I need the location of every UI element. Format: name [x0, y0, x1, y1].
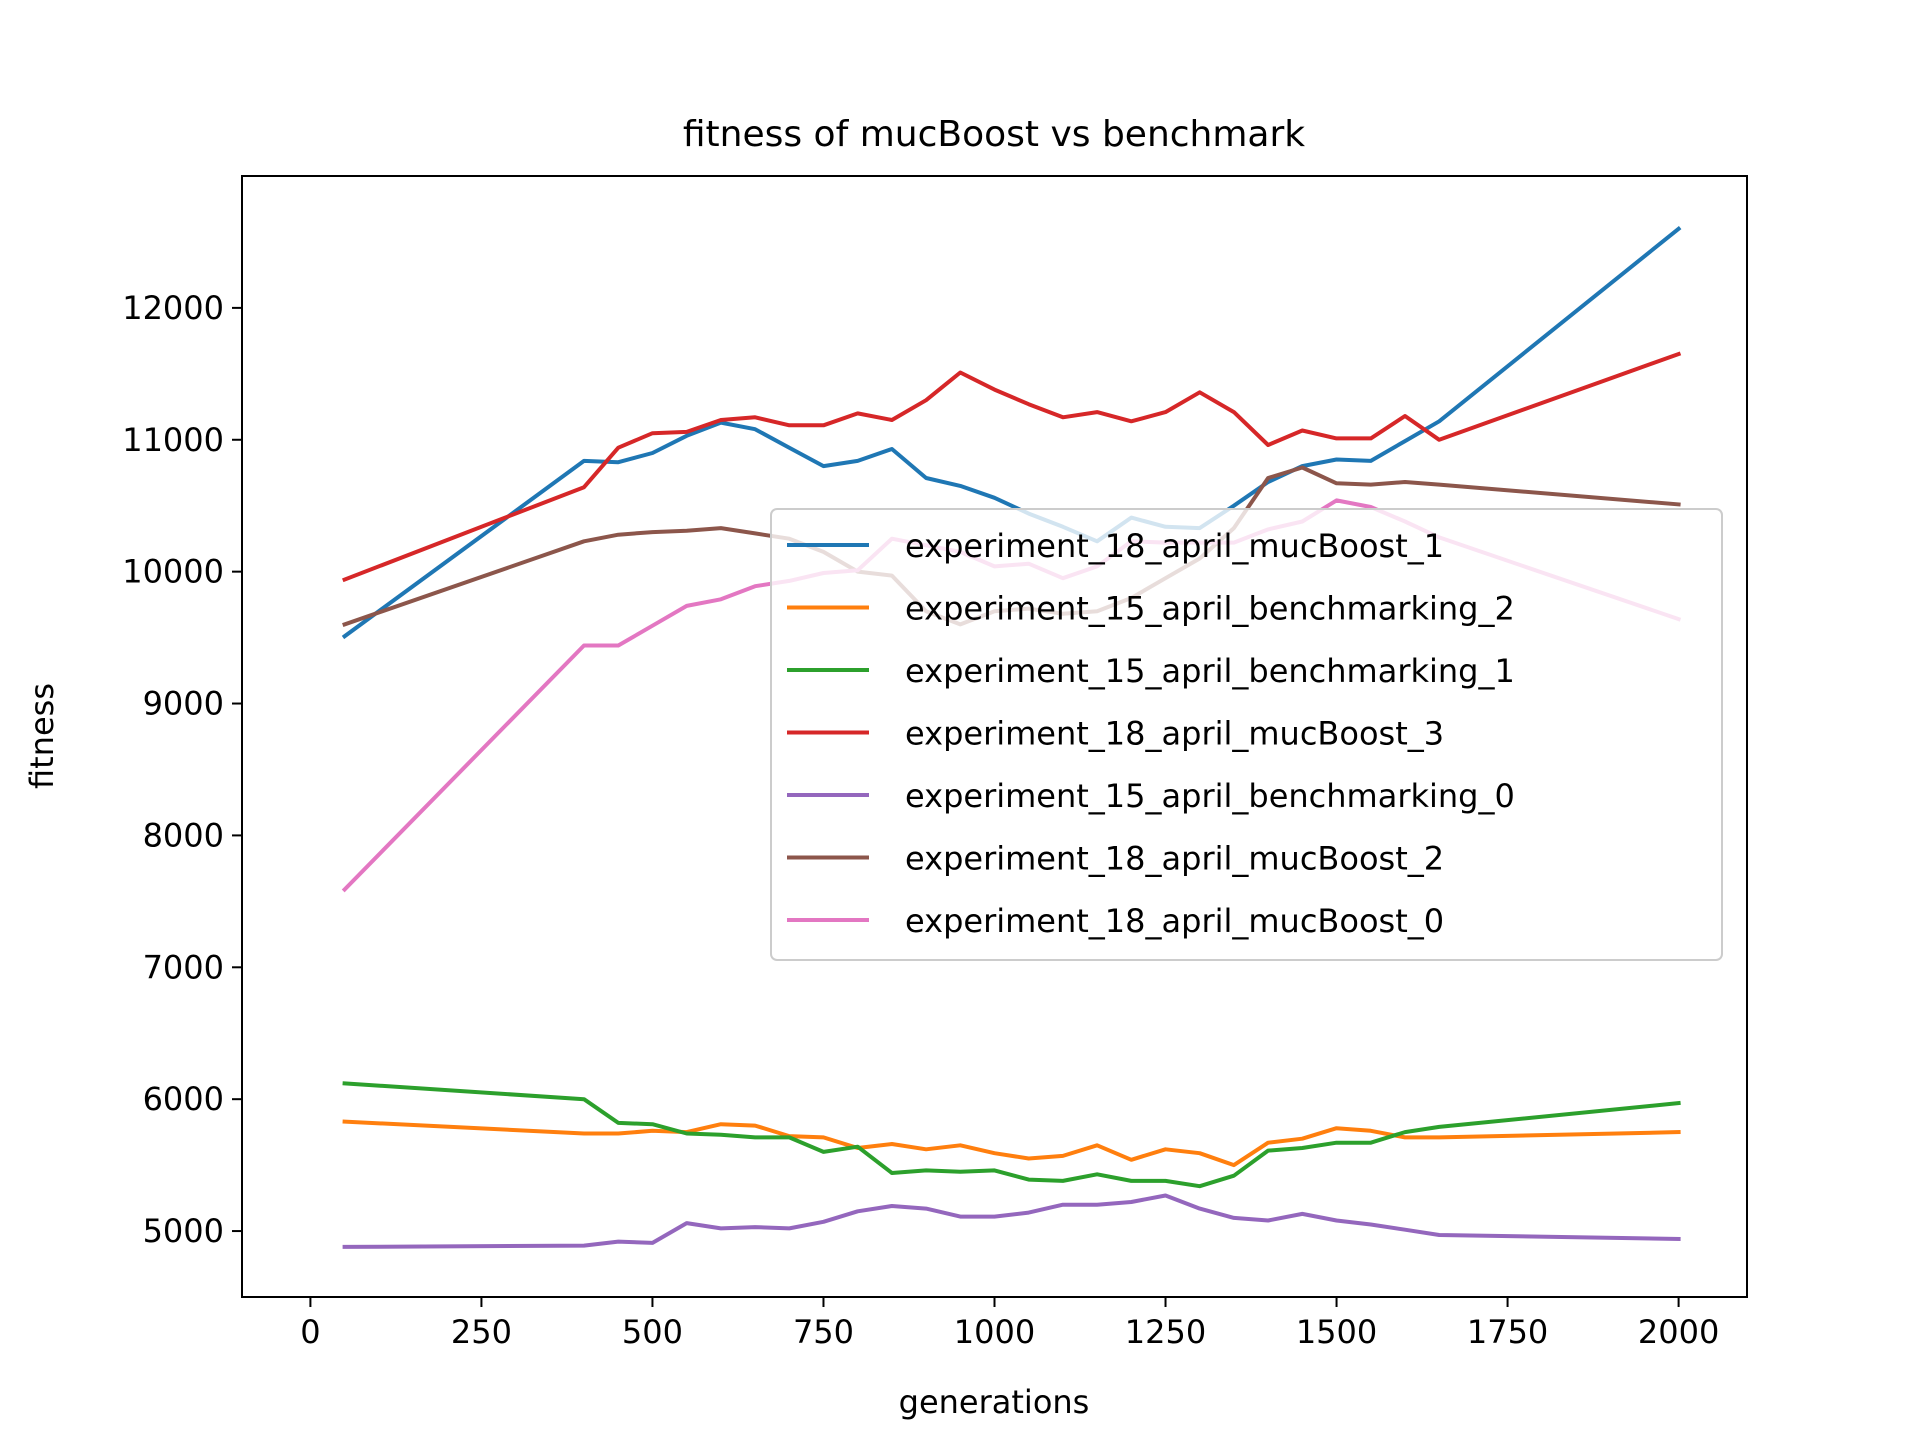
y-tick-label: 12000 [122, 289, 224, 327]
series-line-4 [342, 1193, 1681, 1249]
series-line-3 [342, 351, 1682, 583]
x-tick-label: 0 [300, 1313, 320, 1351]
x-tick-label: 1750 [1467, 1313, 1548, 1351]
legend: experiment_18_april_mucBoost_1 experiment… [770, 508, 1723, 961]
x-axis: 0 250 500 750 1000 1250 1500 1750 2000 [300, 1297, 1719, 1351]
y-tick-label: 9000 [143, 685, 224, 723]
x-tick-label: 1500 [1296, 1313, 1377, 1351]
x-tick-label: 750 [793, 1313, 854, 1351]
y-tick-label: 8000 [143, 816, 224, 854]
y-axis-label: fitness [23, 683, 61, 789]
chart-title: fitness of mucBoost vs benchmark [683, 114, 1305, 155]
legend-label-1: experiment_15_april_benchmarking_2 [905, 590, 1515, 628]
x-axis-label: generations [899, 1383, 1090, 1421]
y-axis: 5000 6000 7000 8000 9000 10000 11000 12000 [122, 289, 242, 1250]
legend-label-3: experiment_18_april_mucBoost_3 [905, 715, 1444, 753]
y-tick-label: 10000 [122, 553, 224, 591]
x-tick-label: 1000 [954, 1313, 1035, 1351]
legend-label-6: experiment_18_april_mucBoost_0 [905, 902, 1444, 940]
x-tick-label: 500 [622, 1313, 683, 1351]
x-tick-label: 2000 [1638, 1313, 1719, 1351]
series-line-0 [341, 225, 1682, 640]
x-tick-label: 1250 [1125, 1313, 1206, 1351]
series-line-1 [342, 1119, 1681, 1168]
legend-label-0: experiment_18_april_mucBoost_1 [905, 527, 1444, 565]
legend-label-5: experiment_18_april_mucBoost_2 [905, 840, 1444, 878]
y-tick-label: 11000 [122, 421, 224, 459]
x-tick-label: 250 [451, 1313, 512, 1351]
legend-label-4: experiment_15_april_benchmarking_0 [905, 777, 1515, 815]
y-tick-label: 5000 [143, 1212, 224, 1250]
y-tick-label: 7000 [143, 948, 224, 986]
series-line-2 [342, 1081, 1681, 1189]
legend-box [770, 508, 1723, 961]
legend-label-2: experiment_15_april_benchmarking_1 [905, 652, 1515, 690]
y-tick-label: 6000 [143, 1080, 224, 1118]
